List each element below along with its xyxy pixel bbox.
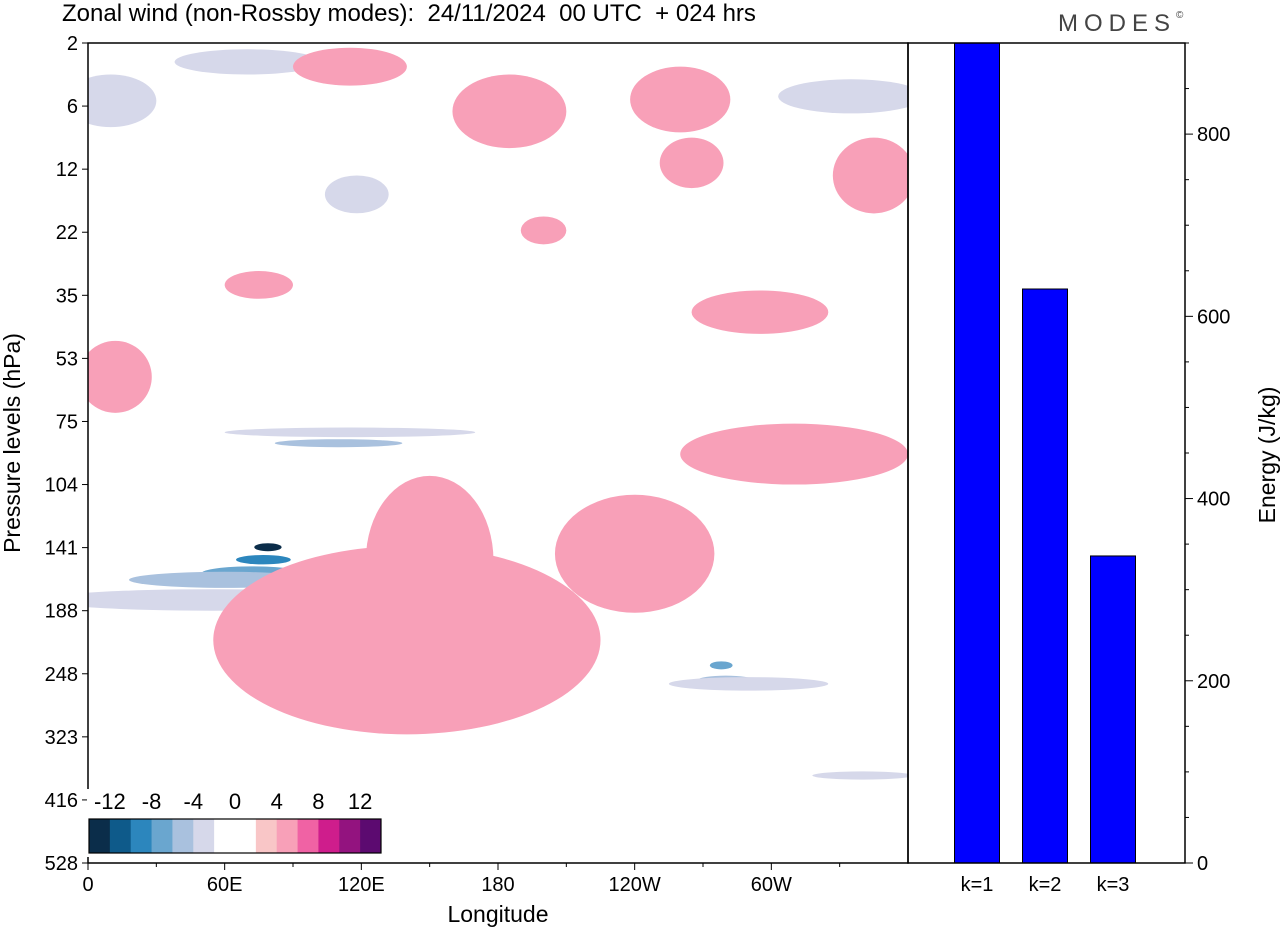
colorbar-swatch <box>193 819 215 853</box>
contour-region <box>213 545 601 735</box>
x-tick-label: 60E <box>207 874 243 896</box>
y-tick-label: 2 <box>67 33 78 55</box>
y-tick-label: 22 <box>56 222 78 244</box>
contour-region <box>691 290 829 334</box>
brand-logo: MODES© <box>1058 10 1183 38</box>
colorbar-swatch <box>130 819 152 853</box>
energy-bar-panel: k=1 k=2 k=3 0 200 400 600 800 Energy (J/kg) <box>907 42 1280 896</box>
contour-region <box>812 771 908 780</box>
contour-region <box>88 340 152 413</box>
energy-tick-label: 200 <box>1197 671 1230 693</box>
y-tick-label: 12 <box>56 159 78 181</box>
y-tick-label: 53 <box>56 348 78 370</box>
colorbar-swatch <box>151 819 173 853</box>
colorbar-swatch <box>235 819 257 853</box>
x-axis-title: Longitude <box>447 901 548 927</box>
colorbar-label: 8 <box>312 789 324 814</box>
colorbar-label: 12 <box>348 789 372 814</box>
colorbar-swatch <box>172 819 194 853</box>
contour-region <box>668 677 829 691</box>
chart-title: Zonal wind (non-Rossby modes): 24/11/202… <box>62 0 756 27</box>
contour-region <box>659 137 724 189</box>
contour-region <box>709 661 733 670</box>
colorbar: -12 -8 -4 0 4 8 12 <box>87 789 383 857</box>
contour-region <box>832 137 908 214</box>
colorbar-label: 4 <box>271 789 283 814</box>
bar-category-label: k=3 <box>1097 874 1130 896</box>
colorbar-swatch <box>109 819 132 853</box>
x-tick-label: 180 <box>481 874 514 896</box>
contour-region <box>224 271 293 299</box>
contour-region <box>324 175 389 214</box>
contour-region <box>778 79 908 114</box>
contour-region <box>236 554 291 565</box>
brand-name: MODES <box>1058 10 1177 37</box>
contour-region <box>224 427 476 438</box>
energy-tick-label: 400 <box>1197 489 1230 511</box>
colorbar-label: -4 <box>184 789 204 814</box>
energy-bar-k=1 <box>954 42 1000 864</box>
energy-bar-k=2 <box>1022 288 1068 864</box>
contour-region <box>254 543 282 552</box>
y-tick-label: 323 <box>45 727 78 749</box>
y-tick-label: 528 <box>45 853 78 875</box>
contour-region <box>630 66 731 133</box>
heatmap-regions <box>88 47 908 780</box>
y-tick-label: 141 <box>45 538 78 560</box>
colorbar-swatch <box>89 819 111 853</box>
energy-tick-label: 0 <box>1197 853 1208 875</box>
y-tick-label: 416 <box>45 790 78 812</box>
x-tick-label: 60W <box>751 874 792 896</box>
colorbar-swatch <box>360 819 382 853</box>
colorbar-label: -8 <box>142 789 162 814</box>
contour-region <box>452 74 567 149</box>
colorbar-swatch <box>214 819 236 853</box>
contour-region <box>174 49 321 75</box>
bar-category-label: k=1 <box>961 874 994 896</box>
y-tick-label: 35 <box>56 285 78 307</box>
brand-mark: © <box>1176 10 1184 21</box>
colorbar-frame <box>88 818 382 854</box>
colorbar-swatch <box>255 819 278 853</box>
y-tick-label: 6 <box>67 96 78 118</box>
colorbar-label: 0 <box>229 789 241 814</box>
x-tick-label: 0 <box>82 874 93 896</box>
contour-region <box>88 74 157 128</box>
colorbar-swatch <box>297 819 319 853</box>
colorbar-swatch <box>276 819 298 853</box>
x-tick-label: 120W <box>609 874 661 896</box>
y-tick-label: 248 <box>45 664 78 686</box>
energy-tick-label: 600 <box>1197 306 1230 328</box>
colorbar-swatch <box>339 819 361 853</box>
y-tick-label: 75 <box>56 411 78 433</box>
colorbar-label: -12 <box>94 789 126 814</box>
y-tick-label: 188 <box>45 601 78 623</box>
y-tick-label: 104 <box>45 475 78 497</box>
y-axis-title: Pressure levels (hPa) <box>0 333 25 553</box>
contour-region <box>274 439 403 448</box>
contour-region <box>554 494 715 613</box>
energy-axis-title: Energy (J/kg) <box>1254 387 1280 524</box>
energy-tick-label: 800 <box>1197 124 1230 146</box>
contour-region <box>293 47 407 86</box>
x-tick-label: 120E <box>338 874 385 896</box>
energy-bar-k=3 <box>1090 555 1136 864</box>
bar-category-label: k=2 <box>1029 874 1062 896</box>
colorbar-swatch <box>318 819 340 853</box>
contour-region <box>680 423 908 485</box>
contour-region <box>520 216 567 245</box>
